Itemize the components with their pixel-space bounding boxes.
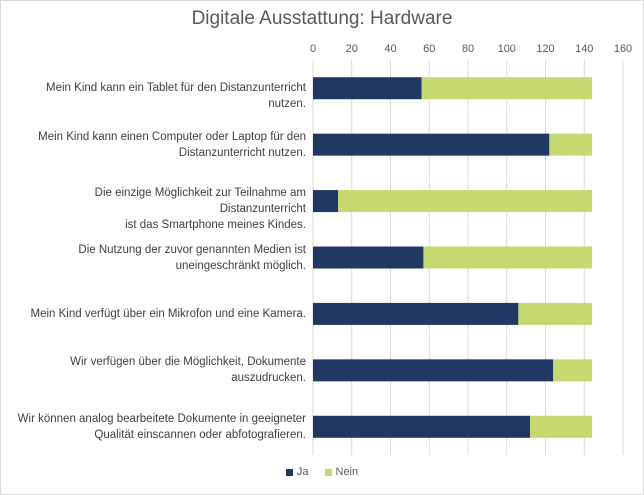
legend-label-ja: Ja	[296, 466, 309, 478]
legend-swatch-nein	[324, 468, 332, 476]
bar-nein-6	[553, 359, 592, 382]
category-label: Mein Kind kann ein Tablet für den Distan…	[6, 80, 306, 112]
category-label: Wir verfügen über die Möglichkeit, Dokum…	[6, 354, 306, 386]
category-label-line: Mein Kind kann ein Tablet für den Distan…	[46, 82, 306, 111]
category-label-line: Distanzunterricht nutzen.	[178, 146, 306, 159]
bar-nein-1	[421, 77, 592, 100]
bar-nein-3	[338, 190, 592, 213]
category-label-line: Wir verfügen über die Möglichkeit, Dokum…	[70, 356, 306, 369]
category-label-line: auszudrucken.	[231, 372, 306, 385]
bar-nein-4	[423, 246, 592, 269]
category-label: Die einzige Möglichkeit zur Teilnahme am…	[6, 185, 306, 233]
category-label-line: ist das Smartphone meines Kindes.	[125, 219, 306, 232]
legend-label-nein: Nein	[335, 466, 359, 478]
category-label-line: Die Nutzung der zuvor genannten Medien i…	[78, 243, 306, 256]
bar-nein-2	[549, 133, 592, 156]
category-label: Die Nutzung der zuvor genannten Medien i…	[6, 242, 306, 274]
bar-ja-3	[313, 190, 339, 213]
bar-ja-2	[313, 133, 550, 156]
bar-ja-6	[313, 359, 554, 382]
category-label-line: uneingeschränkt möglich.	[175, 259, 306, 272]
bar-nein-5	[518, 302, 592, 325]
x-tick-label: 140	[575, 43, 594, 55]
x-tick-label: 100	[497, 43, 516, 55]
bar-ja-1	[313, 77, 422, 100]
category-label-line: Die einzige Möglichkeit zur Teilnahme am…	[94, 187, 306, 216]
x-tick-label: 60	[423, 43, 436, 55]
bar-ja-7	[313, 415, 530, 438]
bar-ja-4	[313, 246, 424, 269]
category-label: Mein Kind verfügt über ein Mikrofon und …	[6, 306, 306, 322]
legend-swatch-ja	[285, 468, 293, 476]
bar-ja-5	[313, 302, 519, 325]
legend-item-nein: Nein	[324, 466, 359, 478]
category-label-line: Mein Kind kann einen Computer oder Lapto…	[38, 130, 306, 143]
x-tick-label: 80	[461, 43, 475, 55]
category-label: Mein Kind kann einen Computer oder Lapto…	[6, 129, 306, 161]
category-label-line: Wir können analog bearbeitete Dokumente …	[17, 412, 306, 425]
category-label-line: Mein Kind verfügt über ein Mikrofon und …	[30, 307, 306, 320]
category-label: Wir können analog bearbeitete Dokumente …	[6, 411, 306, 443]
x-tick-label: 160	[613, 43, 633, 55]
x-tick-label: 20	[345, 43, 358, 55]
legend-item-ja: Ja	[285, 466, 309, 478]
x-tick-label: 40	[384, 43, 397, 55]
bar-nein-7	[530, 415, 592, 438]
x-tick-label: 0	[309, 43, 317, 55]
chart-title: Digitale Ausstattung: Hardware	[191, 8, 453, 29]
x-tick-label: 120	[536, 43, 555, 55]
category-label-line: Qualität einscannen oder abfotografieren…	[94, 428, 306, 441]
legend: Ja Nein	[0, 466, 644, 478]
